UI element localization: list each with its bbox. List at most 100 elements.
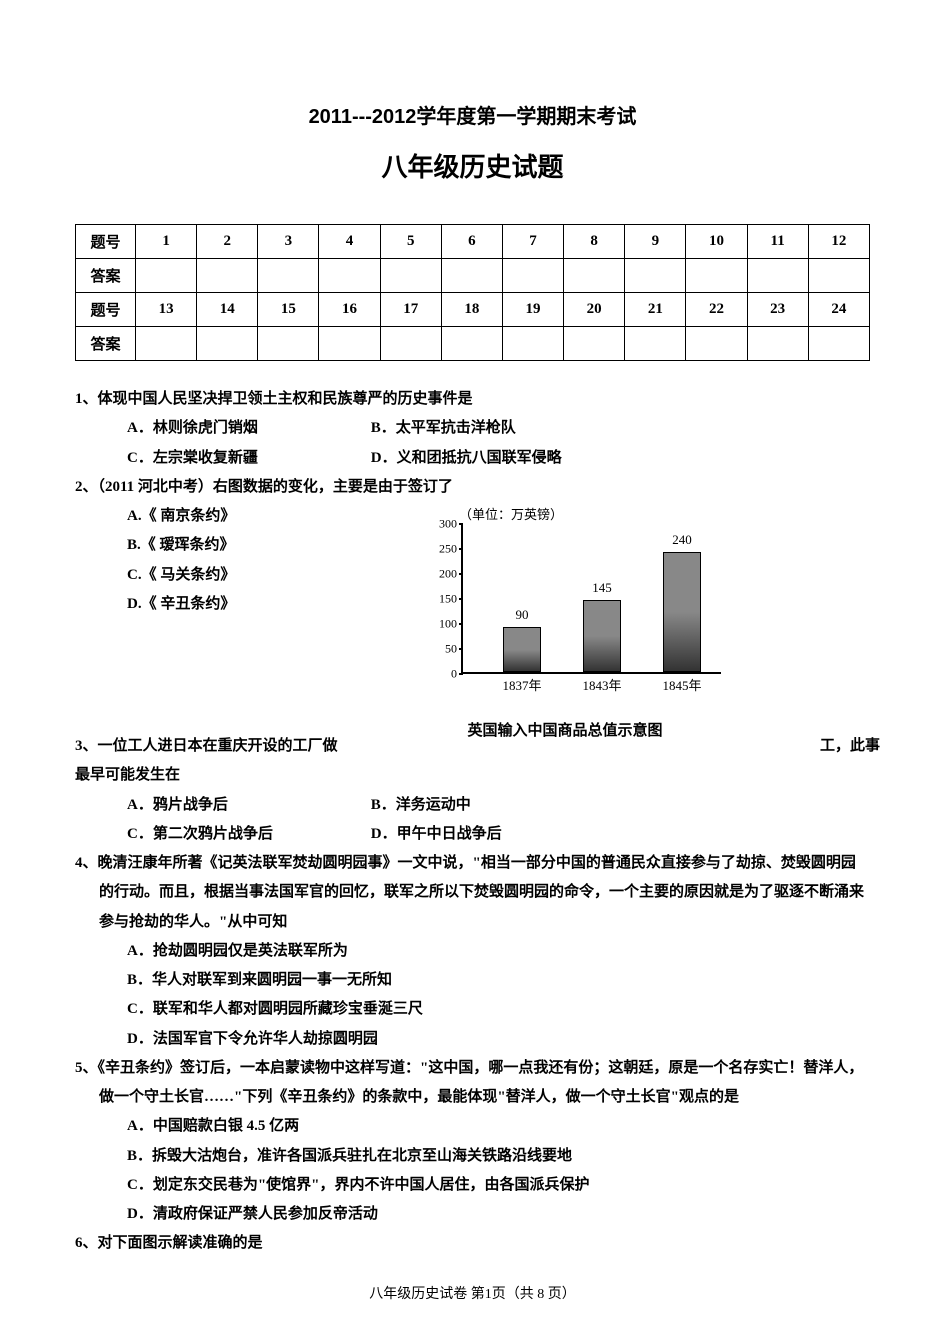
q4-B: B．华人对联军到来圆明园一事一无所知 [127,966,870,995]
q3-A: A．鸦片战争后 [127,791,367,820]
chart-xlabel: 1843年 [567,675,637,694]
grid-num: 4 [319,225,380,259]
grid-num: 19 [502,293,563,327]
q3-options: A．鸦片战争后 B．洋务运动中 C．第二次鸦片战争后 D．甲午中日战争后 [127,791,870,850]
grid-num: 10 [686,225,747,259]
q4-D: D．法国军官下令允许华人劫掠圆明园 [127,1025,870,1054]
grid-blank [808,259,869,293]
grid-num: 24 [808,293,869,327]
footer-prefix: 八年级历史试卷 第 [369,1287,485,1302]
grid-num: 3 [258,225,319,259]
grid-blank [747,259,808,293]
grid-num: 16 [319,293,380,327]
chart-ytick: 200 [427,567,457,582]
grid-num: 9 [625,225,686,259]
chart-ytick: 150 [427,592,457,607]
q1-A: A．林则徐虎门销烟 [127,414,367,443]
q4-C: C．联军和华人都对圆明园所藏珍宝垂涎三尺 [127,995,870,1024]
page-footer: 八年级历史试卷 第1页（共 8 页） [0,1283,945,1303]
title-line-1: 2011---2012学年度第一学期期末考试 [75,100,870,129]
grid-blank [197,327,258,361]
grid-num: 7 [502,225,563,259]
grid-label-3: 题号 [76,293,136,327]
footer-page: 1 [485,1287,492,1302]
q3-C: C．第二次鸦片战争后 [127,820,367,849]
grid-blank [686,259,747,293]
chart-ytick: 300 [427,517,457,532]
grid-blank [197,259,258,293]
q2-B: B.《 瑷珲条约》 [127,531,375,560]
footer-mid: 页（共 [492,1287,538,1302]
grid-blank [319,259,380,293]
chart-area: 050100150200250300901837年1451843年2401845… [461,524,721,674]
grid-label-1: 题号 [76,225,136,259]
q5-A: A．中国赔款白银 4.5 亿两 [127,1112,870,1141]
title-line-2: 八年级历史试题 [75,147,870,184]
q2-A: A.《 南京条约》 [127,502,375,531]
q1-D: D．义和团抵抗八国联军侵略 [371,444,562,473]
grid-num: 2 [197,225,258,259]
grid-label-4: 答案 [76,327,136,361]
chart-bar [583,600,621,673]
q3-part1: 3、一位工人进日本在重庆开设的工厂做 [75,732,870,761]
q1-C: C．左宗棠收复新疆 [127,444,367,473]
grid-num: 17 [380,293,441,327]
q2-C: C.《 马关条约》 [127,561,375,590]
chart-xlabel: 1837年 [487,675,557,694]
chart-bar-label: 145 [577,580,627,596]
chart-bar [663,552,701,672]
bar-chart: （单位：万英镑） 050100150200250300901837年145184… [395,502,735,732]
q2-stem: 2、（2011 河北中考）右图数据的变化，主要是由于签订了 [99,473,870,502]
q5-B: B．拆毁大沽炮台，准许各国派兵驻扎在北京至山海关铁路沿线要地 [127,1142,870,1171]
grid-blank [564,259,625,293]
grid-num: 6 [441,225,502,259]
grid-label-2: 答案 [76,259,136,293]
q6-stem: 6、对下面图示解读准确的是 [99,1229,870,1258]
grid-num: 13 [136,293,197,327]
grid-blank [258,259,319,293]
grid-blank [625,327,686,361]
grid-blank [319,327,380,361]
grid-num: 22 [686,293,747,327]
grid-num: 12 [808,225,869,259]
q1-stem: 1、体现中国人民坚决捍卫领土主权和民族尊严的历史事件是 [99,385,870,414]
grid-blank [441,327,502,361]
chart-bar-label: 90 [497,607,547,623]
chart-ytick: 100 [427,617,457,632]
chart-bar-label: 240 [657,532,707,548]
grid-num: 14 [197,293,258,327]
grid-num: 8 [564,225,625,259]
q3-D: D．甲午中日战争后 [371,820,502,849]
chart-ytick: 0 [427,667,457,682]
grid-num: 15 [258,293,319,327]
q5-C: C．划定东交民巷为"使馆界"，界内不许中国人居住，由各国派兵保护 [127,1171,870,1200]
q1-B: B．太平军抗击洋枪队 [371,414,516,443]
chart-ytick: 250 [427,542,457,557]
grid-blank [136,327,197,361]
grid-blank [747,327,808,361]
grid-num: 20 [564,293,625,327]
chart-unit: （单位：万英镑） [459,504,563,523]
chart-bar [503,627,541,672]
q3-tail: 工，此事 [820,732,880,761]
chart-ytick: 50 [427,642,457,657]
grid-num: 1 [136,225,197,259]
grid-blank [808,327,869,361]
grid-num: 5 [380,225,441,259]
grid-num: 11 [747,225,808,259]
grid-blank [686,327,747,361]
grid-blank [136,259,197,293]
grid-blank [502,327,563,361]
grid-blank [564,327,625,361]
q3-B: B．洋务运动中 [371,791,471,820]
q5-D: D．清政府保证严禁人民参加反帝活动 [127,1200,870,1229]
grid-blank [502,259,563,293]
q4-stem: 4、晚清汪康年所著《记英法联军焚劫圆明园事》一文中说，"相当一部分中国的普通民众… [99,849,870,937]
grid-num: 23 [747,293,808,327]
grid-num: 18 [441,293,502,327]
q1-options: A．林则徐虎门销烟 B．太平军抗击洋枪队 C．左宗棠收复新疆 D．义和团抵抗八国… [127,414,870,473]
q4-A: A．抢劫圆明园仅是英法联军所为 [127,937,870,966]
answer-grid: 题号 1 2 3 4 5 6 7 8 9 10 11 12 答案 题号 13 1… [75,224,870,361]
grid-blank [441,259,502,293]
grid-blank [625,259,686,293]
